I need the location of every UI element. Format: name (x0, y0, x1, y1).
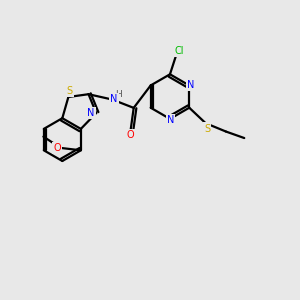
Text: S: S (67, 86, 73, 96)
Text: N: N (110, 94, 118, 104)
Text: O: O (53, 143, 61, 153)
Text: Cl: Cl (175, 46, 184, 56)
Text: O: O (126, 130, 134, 140)
Text: N: N (87, 108, 94, 118)
Text: N: N (167, 115, 174, 125)
Text: S: S (204, 124, 210, 134)
Text: N: N (187, 80, 194, 90)
Text: H: H (116, 90, 122, 99)
